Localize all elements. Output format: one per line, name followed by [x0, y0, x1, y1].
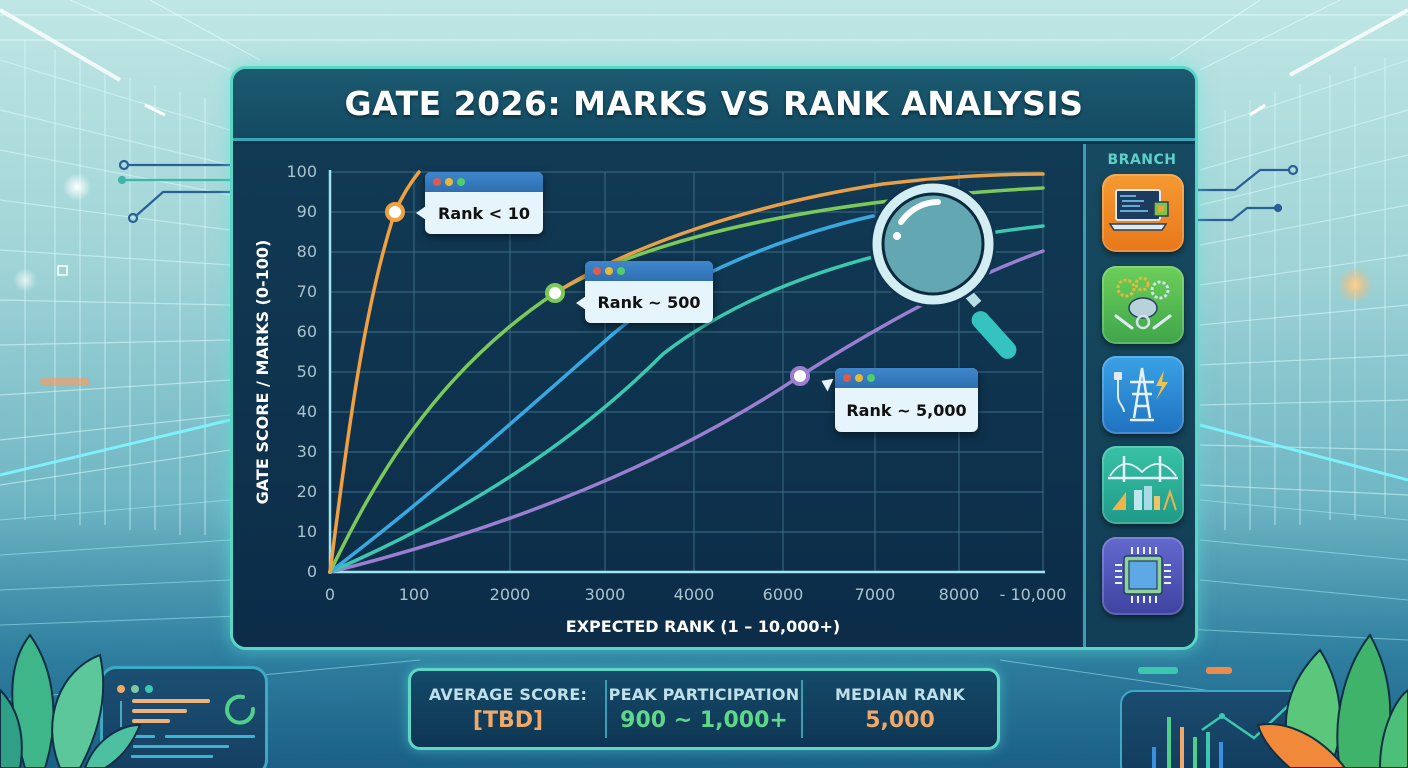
stat-value: 5,000 [865, 708, 935, 733]
power-tower-icon [1114, 367, 1168, 422]
svg-text:4000: 4000 [674, 585, 715, 604]
svg-text:100: 100 [399, 585, 430, 604]
branch-tile-civil[interactable] [1102, 446, 1184, 524]
y-axis-title: GATE SCORE / MARKS (0-100) [253, 240, 272, 505]
page-title: GATE 2026: MARKS VS RANK ANALYSIS [344, 84, 1084, 123]
stat-label: AVERAGE SCORE: [428, 685, 588, 704]
stat-label: PEAK PARTICIPATION [608, 685, 800, 704]
gears-wrench-icon [1114, 276, 1172, 330]
y-axis-ticks: 0 10 20 30 40 50 60 70 80 90 100 [286, 162, 317, 581]
mini-bar-chart-graphic [1152, 701, 1293, 768]
close-dot-icon [433, 178, 441, 186]
svg-text:30: 30 [297, 442, 317, 461]
minimize-dot-icon [445, 178, 453, 186]
svg-text:0: 0 [325, 585, 335, 604]
callout-rank-lt-10: Rank < 10 [425, 172, 543, 234]
branch-title: BRANCH [1107, 152, 1177, 168]
callout-tail [576, 296, 586, 310]
microchip-icon [1115, 547, 1171, 603]
callout-rank-5000: Rank ~ 5,000 [835, 368, 978, 432]
decorative-code-window [100, 666, 268, 768]
svg-text:6000: 6000 [763, 585, 804, 604]
plot-panel: 0 10 20 30 40 50 60 70 80 90 100 0 100 2… [233, 144, 1081, 647]
svg-text:10: 10 [297, 522, 317, 541]
minimize-dot-icon [605, 267, 613, 275]
series-blue [328, 214, 875, 574]
marker-purple[interactable] [790, 366, 810, 386]
axes [328, 170, 1045, 574]
svg-text:60: 60 [297, 322, 317, 341]
title-bar: GATE 2026: MARKS VS RANK ANALYSIS [233, 69, 1195, 141]
svg-text:0: 0 [307, 562, 317, 581]
callout-tail [416, 206, 426, 220]
chart-window: GATE 2026: MARKS VS RANK ANALYSIS [230, 66, 1198, 650]
stats-bar: AVERAGE SCORE: [TBD] PEAK PARTICIPATION … [408, 668, 1000, 750]
maximize-dot-icon [617, 267, 625, 275]
stat-median-rank: MEDIAN RANK 5,000 [803, 685, 997, 733]
maximize-dot-icon [457, 178, 465, 186]
branch-tile-mechanical[interactable] [1102, 266, 1184, 344]
magnifier-icon [869, 180, 1017, 359]
branch-panel: BRANCH [1083, 144, 1195, 647]
series-orange [328, 170, 421, 574]
minimize-dot-icon [855, 374, 863, 382]
svg-text:80: 80 [297, 242, 317, 261]
decorative-bar-chart-panel [1120, 690, 1320, 768]
bridge-city-icon [1108, 456, 1178, 511]
svg-text:100: 100 [286, 162, 317, 181]
stat-peak-participation: PEAK PARTICIPATION 900 ~ 1,000+ [607, 685, 801, 733]
divider [801, 680, 803, 738]
laptop-chip-icon [1108, 189, 1169, 231]
line-chart: 0 10 20 30 40 50 60 70 80 90 100 0 100 2… [253, 162, 1067, 636]
svg-text:7000: 7000 [855, 585, 896, 604]
x-axis-title: EXPECTED RANK (1 – 10,000+) [566, 617, 840, 636]
svg-text:3000: 3000 [585, 585, 626, 604]
code-window-graphic [117, 685, 256, 758]
circuit-lines-right [1198, 164, 1299, 222]
x-axis-ticks: 0 100 2000 3000 4000 6000 7000 8000 - 10… [325, 585, 1067, 604]
close-dot-icon [593, 267, 601, 275]
stat-value: [TBD] [472, 708, 544, 733]
stat-label: MEDIAN RANK [834, 685, 966, 704]
stat-average-score: AVERAGE SCORE: [TBD] [411, 685, 605, 733]
marker-green[interactable] [545, 283, 565, 303]
callout-titlebar [425, 172, 543, 192]
svg-text:2000: 2000 [490, 585, 531, 604]
branch-tile-electronics[interactable] [1102, 537, 1184, 615]
close-dot-icon [843, 374, 851, 382]
circuit-lines-left [117, 159, 230, 224]
stat-value: 900 ~ 1,000+ [620, 708, 788, 733]
branch-tile-electrical[interactable] [1102, 356, 1184, 434]
marker-orange[interactable] [385, 202, 405, 222]
svg-text:50: 50 [297, 362, 317, 381]
maximize-dot-icon [867, 374, 875, 382]
callout-titlebar [585, 261, 713, 281]
svg-text:- 10,000: - 10,000 [1000, 585, 1067, 604]
svg-text:20: 20 [297, 482, 317, 501]
callout-rank-500: Rank ~ 500 [585, 261, 713, 323]
svg-text:70: 70 [297, 282, 317, 301]
svg-text:40: 40 [297, 402, 317, 421]
svg-text:8000: 8000 [939, 585, 980, 604]
branch-tile-computer-science[interactable] [1102, 174, 1184, 252]
series-orange-upper [553, 172, 1045, 295]
svg-text:90: 90 [297, 202, 317, 221]
divider [605, 680, 607, 738]
callout-titlebar [835, 368, 978, 388]
